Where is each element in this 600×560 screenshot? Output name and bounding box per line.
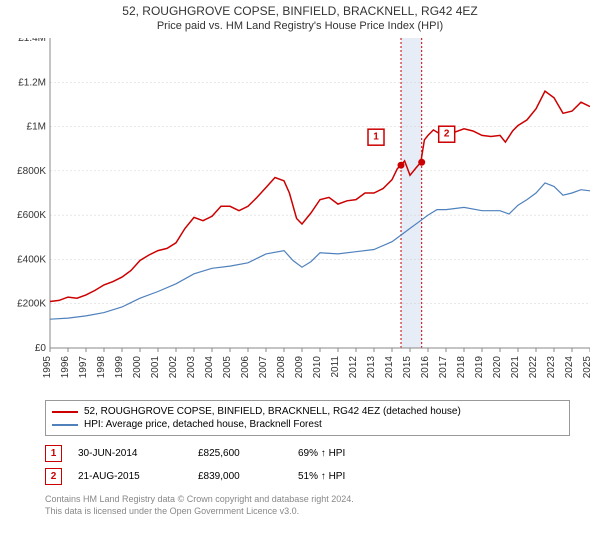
marker-date-1: 30-JUN-2014 <box>78 448 198 459</box>
footnote-line2: This data is licensed under the Open Gov… <box>45 506 570 518</box>
svg-text:2011: 2011 <box>330 356 341 378</box>
svg-text:2023: 2023 <box>546 356 557 379</box>
svg-text:2006: 2006 <box>240 356 251 379</box>
svg-text:1997: 1997 <box>78 356 89 379</box>
marker-price-2: £839,000 <box>198 471 298 482</box>
legend-label-hpi: HPI: Average price, detached house, Brac… <box>84 419 322 430</box>
marker-date-2: 21-AUG-2015 <box>78 471 198 482</box>
marker-pct-2: 51% ↑ HPI <box>298 471 418 482</box>
svg-text:1996: 1996 <box>60 356 71 379</box>
svg-text:2004: 2004 <box>204 356 215 379</box>
footnote-line1: Contains HM Land Registry data © Crown c… <box>45 494 570 506</box>
svg-text:2019: 2019 <box>474 356 485 379</box>
svg-text:2020: 2020 <box>492 356 503 379</box>
svg-text:2003: 2003 <box>186 356 197 379</box>
marker-pct-1: 69% ↑ HPI <box>298 448 418 459</box>
marker-badge-2: 2 <box>45 468 62 485</box>
svg-text:2014: 2014 <box>384 356 395 379</box>
svg-text:2007: 2007 <box>258 356 269 379</box>
svg-text:£1.2M: £1.2M <box>18 77 46 88</box>
svg-text:2017: 2017 <box>438 356 449 379</box>
marker-row-1: 1 30-JUN-2014 £825,600 69% ↑ HPI <box>45 442 570 465</box>
svg-text:2015: 2015 <box>402 356 413 379</box>
svg-text:2013: 2013 <box>366 356 377 379</box>
svg-text:2016: 2016 <box>420 356 431 379</box>
chart-title-address: 52, ROUGHGROVE COPSE, BINFIELD, BRACKNEL… <box>0 4 600 18</box>
svg-text:2001: 2001 <box>150 356 161 379</box>
legend-swatch-hpi <box>52 424 78 426</box>
chart-container: £0 £200K £400K £600K £800K £1M £1.2M £1.4M 1995 1… <box>10 38 590 396</box>
svg-text:£1.4M: £1.4M <box>18 38 46 44</box>
marker-row-2: 2 21-AUG-2015 £839,000 51% ↑ HPI <box>45 465 570 488</box>
svg-text:1998: 1998 <box>96 356 107 379</box>
svg-text:2002: 2002 <box>168 356 179 379</box>
svg-text:1: 1 <box>373 132 379 143</box>
svg-text:£1M: £1M <box>27 122 46 133</box>
svg-text:£800K: £800K <box>17 166 46 177</box>
svg-text:2024: 2024 <box>564 356 575 379</box>
svg-text:2025: 2025 <box>582 356 590 379</box>
svg-text:2: 2 <box>444 129 450 140</box>
legend: 52, ROUGHGROVE COPSE, BINFIELD, BRACKNEL… <box>45 400 570 436</box>
svg-text:£400K: £400K <box>17 254 46 265</box>
chart-title-sub: Price paid vs. HM Land Registry's House … <box>0 20 600 32</box>
line-chart: £0 £200K £400K £600K £800K £1M £1.2M £1.4M 1995 1… <box>10 38 590 396</box>
svg-text:£0: £0 <box>35 343 47 354</box>
svg-text:2012: 2012 <box>348 356 359 379</box>
svg-text:2005: 2005 <box>222 356 233 379</box>
svg-text:2008: 2008 <box>276 356 287 379</box>
marker-price-1: £825,600 <box>198 448 298 459</box>
legend-swatch-property <box>52 411 78 413</box>
legend-label-property: 52, ROUGHGROVE COPSE, BINFIELD, BRACKNEL… <box>84 406 461 417</box>
svg-text:£200K: £200K <box>17 299 46 310</box>
marker-table: 1 30-JUN-2014 £825,600 69% ↑ HPI 2 21-AU… <box>45 442 570 488</box>
svg-text:£600K: £600K <box>17 210 46 221</box>
svg-text:2010: 2010 <box>312 356 323 379</box>
svg-text:2009: 2009 <box>294 356 305 379</box>
svg-text:2021: 2021 <box>510 356 521 379</box>
footnote: Contains HM Land Registry data © Crown c… <box>45 494 570 517</box>
svg-text:1999: 1999 <box>114 356 125 379</box>
svg-text:2018: 2018 <box>456 356 467 379</box>
svg-text:2000: 2000 <box>132 356 143 379</box>
svg-text:2022: 2022 <box>528 356 539 379</box>
svg-text:1995: 1995 <box>42 356 53 379</box>
marker-badge-1: 1 <box>45 445 62 462</box>
